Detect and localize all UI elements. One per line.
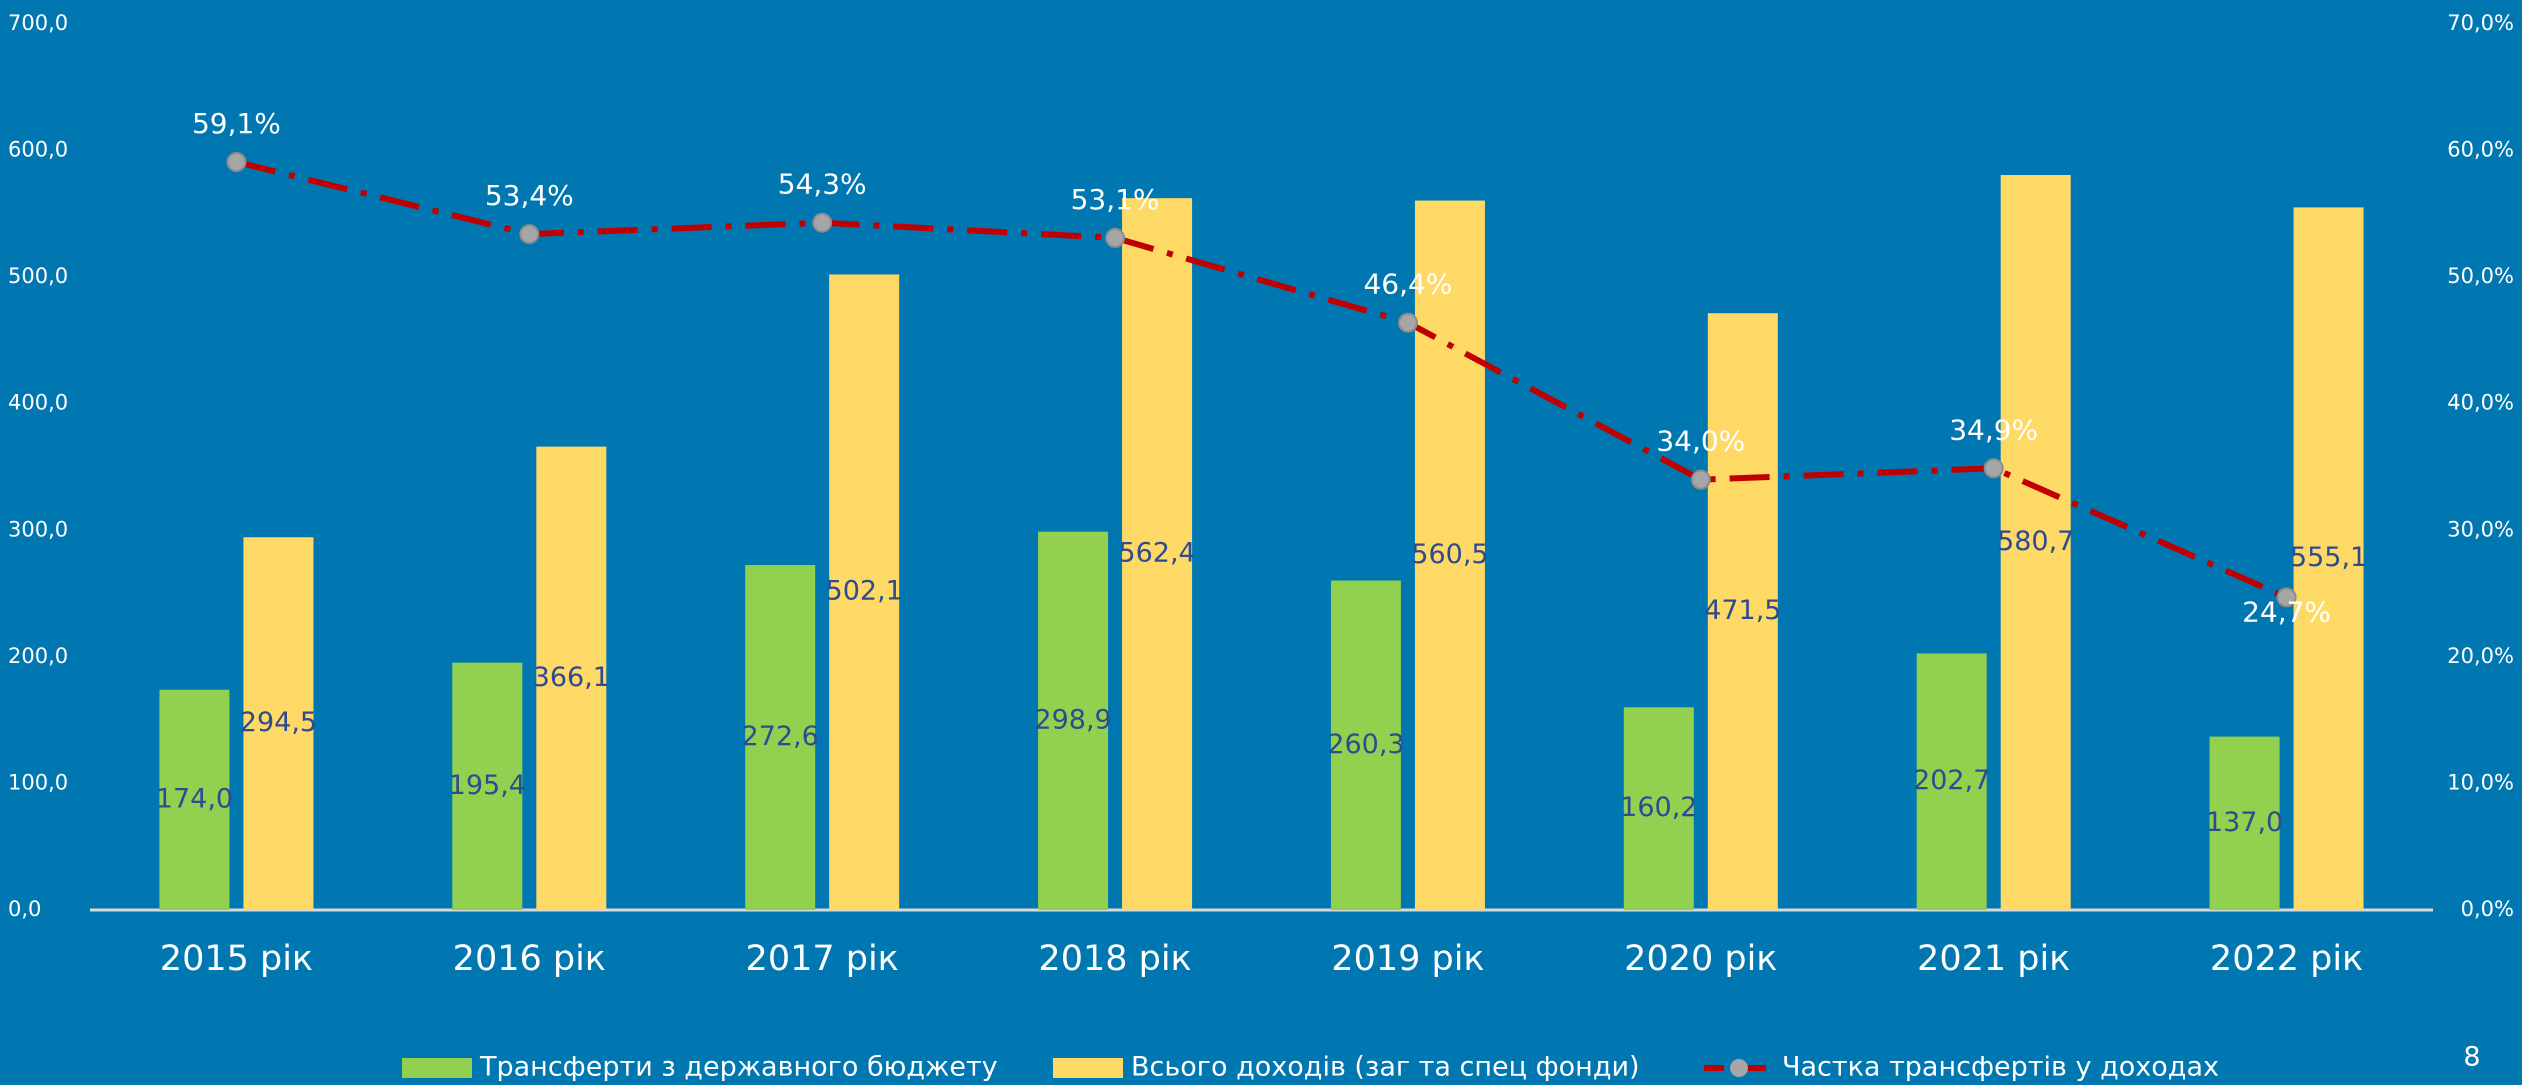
data-label: 294,5: [240, 707, 317, 738]
data-label: 580,7: [1997, 526, 2074, 557]
y2-tick-label: 10,0%: [2447, 770, 2514, 794]
x-tick-label: 2018 рік: [1038, 939, 1191, 979]
x-tick-label: 2015 рік: [160, 939, 313, 979]
legend-label: Трансферти з державного бюджету: [479, 1052, 998, 1083]
data-label: 272,6: [742, 721, 819, 752]
bar: [745, 564, 816, 910]
line-marker: [812, 212, 833, 233]
y2-tick-label: 40,0%: [2447, 391, 2514, 415]
bar: [1916, 653, 1987, 910]
data-label: 160,2: [1620, 792, 1697, 823]
y-tick-label: 200,0: [8, 644, 68, 668]
legend-swatch: [1053, 1058, 1123, 1078]
y2-tick-label: 60,0%: [2447, 138, 2514, 162]
y-tick-label: 0,0: [8, 897, 41, 921]
data-label: 53,4%: [485, 179, 574, 212]
y2-tick-label: 20,0%: [2447, 644, 2514, 668]
bar: [1623, 707, 1694, 910]
data-label: 46,4%: [1363, 268, 1452, 301]
data-label: 298,9: [1034, 704, 1111, 735]
x-tick-label: 2021 рік: [1917, 939, 2070, 979]
x-tick-label: 2019 рік: [1331, 939, 1484, 979]
data-label: 34,0%: [1656, 425, 1745, 458]
bar: [159, 689, 230, 910]
data-label: 174,0: [156, 783, 233, 814]
x-tick-label: 2016 рік: [453, 939, 606, 979]
bar: [536, 446, 607, 910]
data-label: 555,1: [2290, 542, 2367, 573]
y2-tick-label: 0,0%: [2461, 897, 2514, 921]
data-label: 195,4: [449, 770, 526, 801]
y-tick-label: 300,0: [8, 517, 68, 541]
y-tick-label: 500,0: [8, 264, 68, 288]
data-label: 53,1%: [1071, 183, 1160, 216]
y2-tick-label: 30,0%: [2447, 517, 2514, 541]
bar: [2209, 736, 2280, 910]
bar: [1038, 531, 1109, 910]
x-tick-label: 2020 рік: [1624, 939, 1777, 979]
data-label: 54,3%: [778, 168, 867, 201]
data-label: 34,9%: [1949, 413, 2038, 446]
bar: [1414, 200, 1485, 910]
line: [235, 159, 2288, 601]
y2-tick-label: 50,0%: [2447, 264, 2514, 288]
y-tick-label: 700,0: [8, 11, 68, 35]
y-tick-label: 600,0: [8, 138, 68, 162]
legend-swatch: [402, 1058, 472, 1078]
line-marker: [519, 224, 540, 245]
page-number: 8: [2463, 1042, 2480, 1073]
line-marker: [1105, 227, 1126, 248]
bar: [2293, 207, 2364, 911]
data-label: 366,1: [533, 662, 610, 693]
data-label: 471,5: [1704, 595, 1781, 626]
data-label: 260,3: [1327, 729, 1404, 760]
line-marker: [1397, 312, 1418, 333]
x-tick-label: 2017 рік: [746, 939, 899, 979]
bar: [829, 274, 900, 910]
data-label: 560,5: [1411, 539, 1488, 570]
bar: [1707, 313, 1778, 911]
data-label: 137,0: [2206, 807, 2283, 838]
bar: [243, 537, 314, 910]
bar: [1122, 198, 1193, 910]
data-label: 562,4: [1118, 538, 1195, 569]
bar: [2000, 174, 2071, 911]
line-marker: [1983, 458, 2004, 479]
line-marker: [2276, 587, 2297, 608]
data-label: 502,1: [826, 576, 903, 607]
x-tick-label: 2022 рік: [2210, 939, 2363, 979]
y-tick-label: 100,0: [8, 770, 68, 794]
data-label: 202,7: [1913, 765, 1990, 796]
legend-swatch-marker: [1730, 1059, 1748, 1077]
data-label: 59,1%: [192, 107, 281, 140]
data-label: 24,7%: [2242, 595, 2331, 628]
y-tick-label: 400,0: [8, 391, 68, 415]
y2-tick-label: 70,0%: [2447, 11, 2514, 35]
bar: [452, 662, 523, 910]
line-marker: [226, 151, 247, 172]
legend-label: Частка трансфертів у доходах: [1782, 1052, 2219, 1083]
legend-label: Всього доходів (заг та спец фонди): [1131, 1052, 1640, 1083]
line-marker: [1690, 469, 1711, 490]
bar: [1330, 580, 1401, 910]
